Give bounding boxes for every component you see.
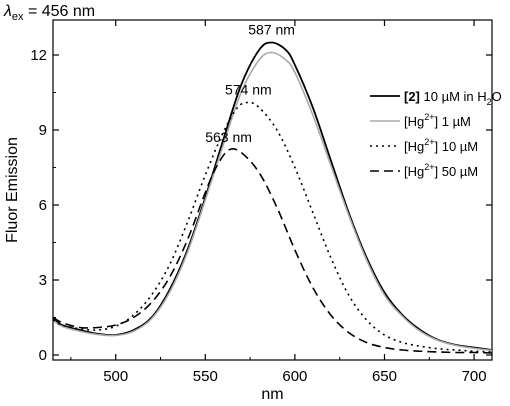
y-axis-title: Fluor Emission (4, 137, 21, 243)
x-tick-label: 650 (372, 368, 397, 385)
y-axis: 0 3 6 9 12 (30, 47, 492, 364)
ex-value: = 456 nm (24, 3, 96, 20)
x-tick-label: 700 (462, 368, 487, 385)
y-tick-label: 3 (39, 272, 47, 289)
x-tick-label: 600 (282, 368, 307, 385)
excitation-wavelength-label: λex = 456 nm (3, 3, 95, 23)
legend-label: [2] 10 µM in H2O (404, 89, 502, 107)
legend: [2] 10 µM in H2O [Hg2+] 1 µM [Hg2+] 10 µM [… (370, 89, 502, 179)
y-tick-label: 12 (30, 47, 47, 64)
legend-label: [Hg2+] 50 µM (404, 162, 478, 179)
ex-subscript: ex (12, 11, 24, 23)
x-axis: 500 550 600 650 700 (70, 20, 487, 385)
lambda-symbol: λ (3, 3, 12, 20)
x-axis-title: nm (261, 386, 283, 403)
y-tick-label: 9 (39, 122, 47, 139)
x-tick-label: 500 (103, 368, 128, 385)
y-tick-label: 6 (39, 197, 47, 214)
series-line-2 (53, 51, 492, 352)
legend-label: [Hg2+] 1 µM (404, 112, 471, 129)
peak-annotations: 587 nm 574 nm 563 nm (205, 22, 295, 146)
x-tick-label: 550 (193, 368, 218, 385)
peak-label: 574 nm (225, 82, 272, 98)
y-tick-label: 0 (39, 347, 47, 364)
peak-label: 587 nm (248, 22, 295, 38)
legend-label: [Hg2+] 10 µM (404, 137, 478, 154)
peak-label: 563 nm (205, 129, 252, 145)
series-layer (53, 41, 492, 354)
plot-frame (52, 19, 493, 361)
series-line-4 (53, 147, 492, 354)
